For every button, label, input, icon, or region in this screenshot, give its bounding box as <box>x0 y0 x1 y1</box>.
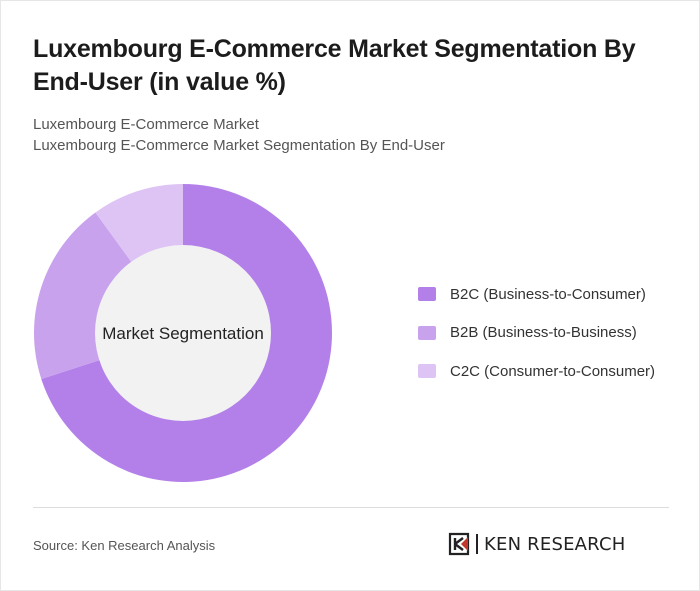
legend-item-b2c: B2C (Business-to-Consumer) <box>418 284 655 304</box>
chart-title: Luxembourg E-Commerce Market Segmentatio… <box>33 35 636 96</box>
legend-item-c2c: C2C (Consumer-to-Consumer) <box>418 361 655 381</box>
legend: B2C (Business-to-Consumer) B2B (Business… <box>418 284 655 400</box>
legend-swatch-c2c <box>418 364 436 378</box>
donut-chart: Market Segmentation <box>34 184 333 483</box>
ken-research-logo: KEN RESEARCH <box>448 531 625 557</box>
source-text: Source: Ken Research Analysis <box>33 538 216 553</box>
footer-divider <box>33 507 669 508</box>
legend-label-b2c: B2C (Business-to-Consumer) <box>450 285 646 303</box>
legend-item-b2b: B2B (Business-to-Business) <box>418 323 655 343</box>
chart-subtitle: Luxembourg E-Commerce Market Luxembourg … <box>33 114 445 156</box>
logo-separator <box>476 534 478 554</box>
legend-label-c2c: C2C (Consumer-to-Consumer) <box>450 362 656 380</box>
legend-label-b2b: B2B (Business-to-Business) <box>450 324 637 341</box>
donut-center-label: Market Segmentation <box>102 324 264 343</box>
legend-swatch-b2b <box>418 325 436 340</box>
subtitle-line-1: Luxembourg E-Commerce Market <box>33 116 259 133</box>
subtitle-line-2: Luxembourg E-Commerce Market Segmentatio… <box>33 137 445 154</box>
donut-hole <box>95 245 271 421</box>
ken-research-logo-icon <box>448 532 470 556</box>
legend-swatch-b2c <box>418 287 436 301</box>
logo-text: KEN RESEARCH <box>484 533 626 555</box>
